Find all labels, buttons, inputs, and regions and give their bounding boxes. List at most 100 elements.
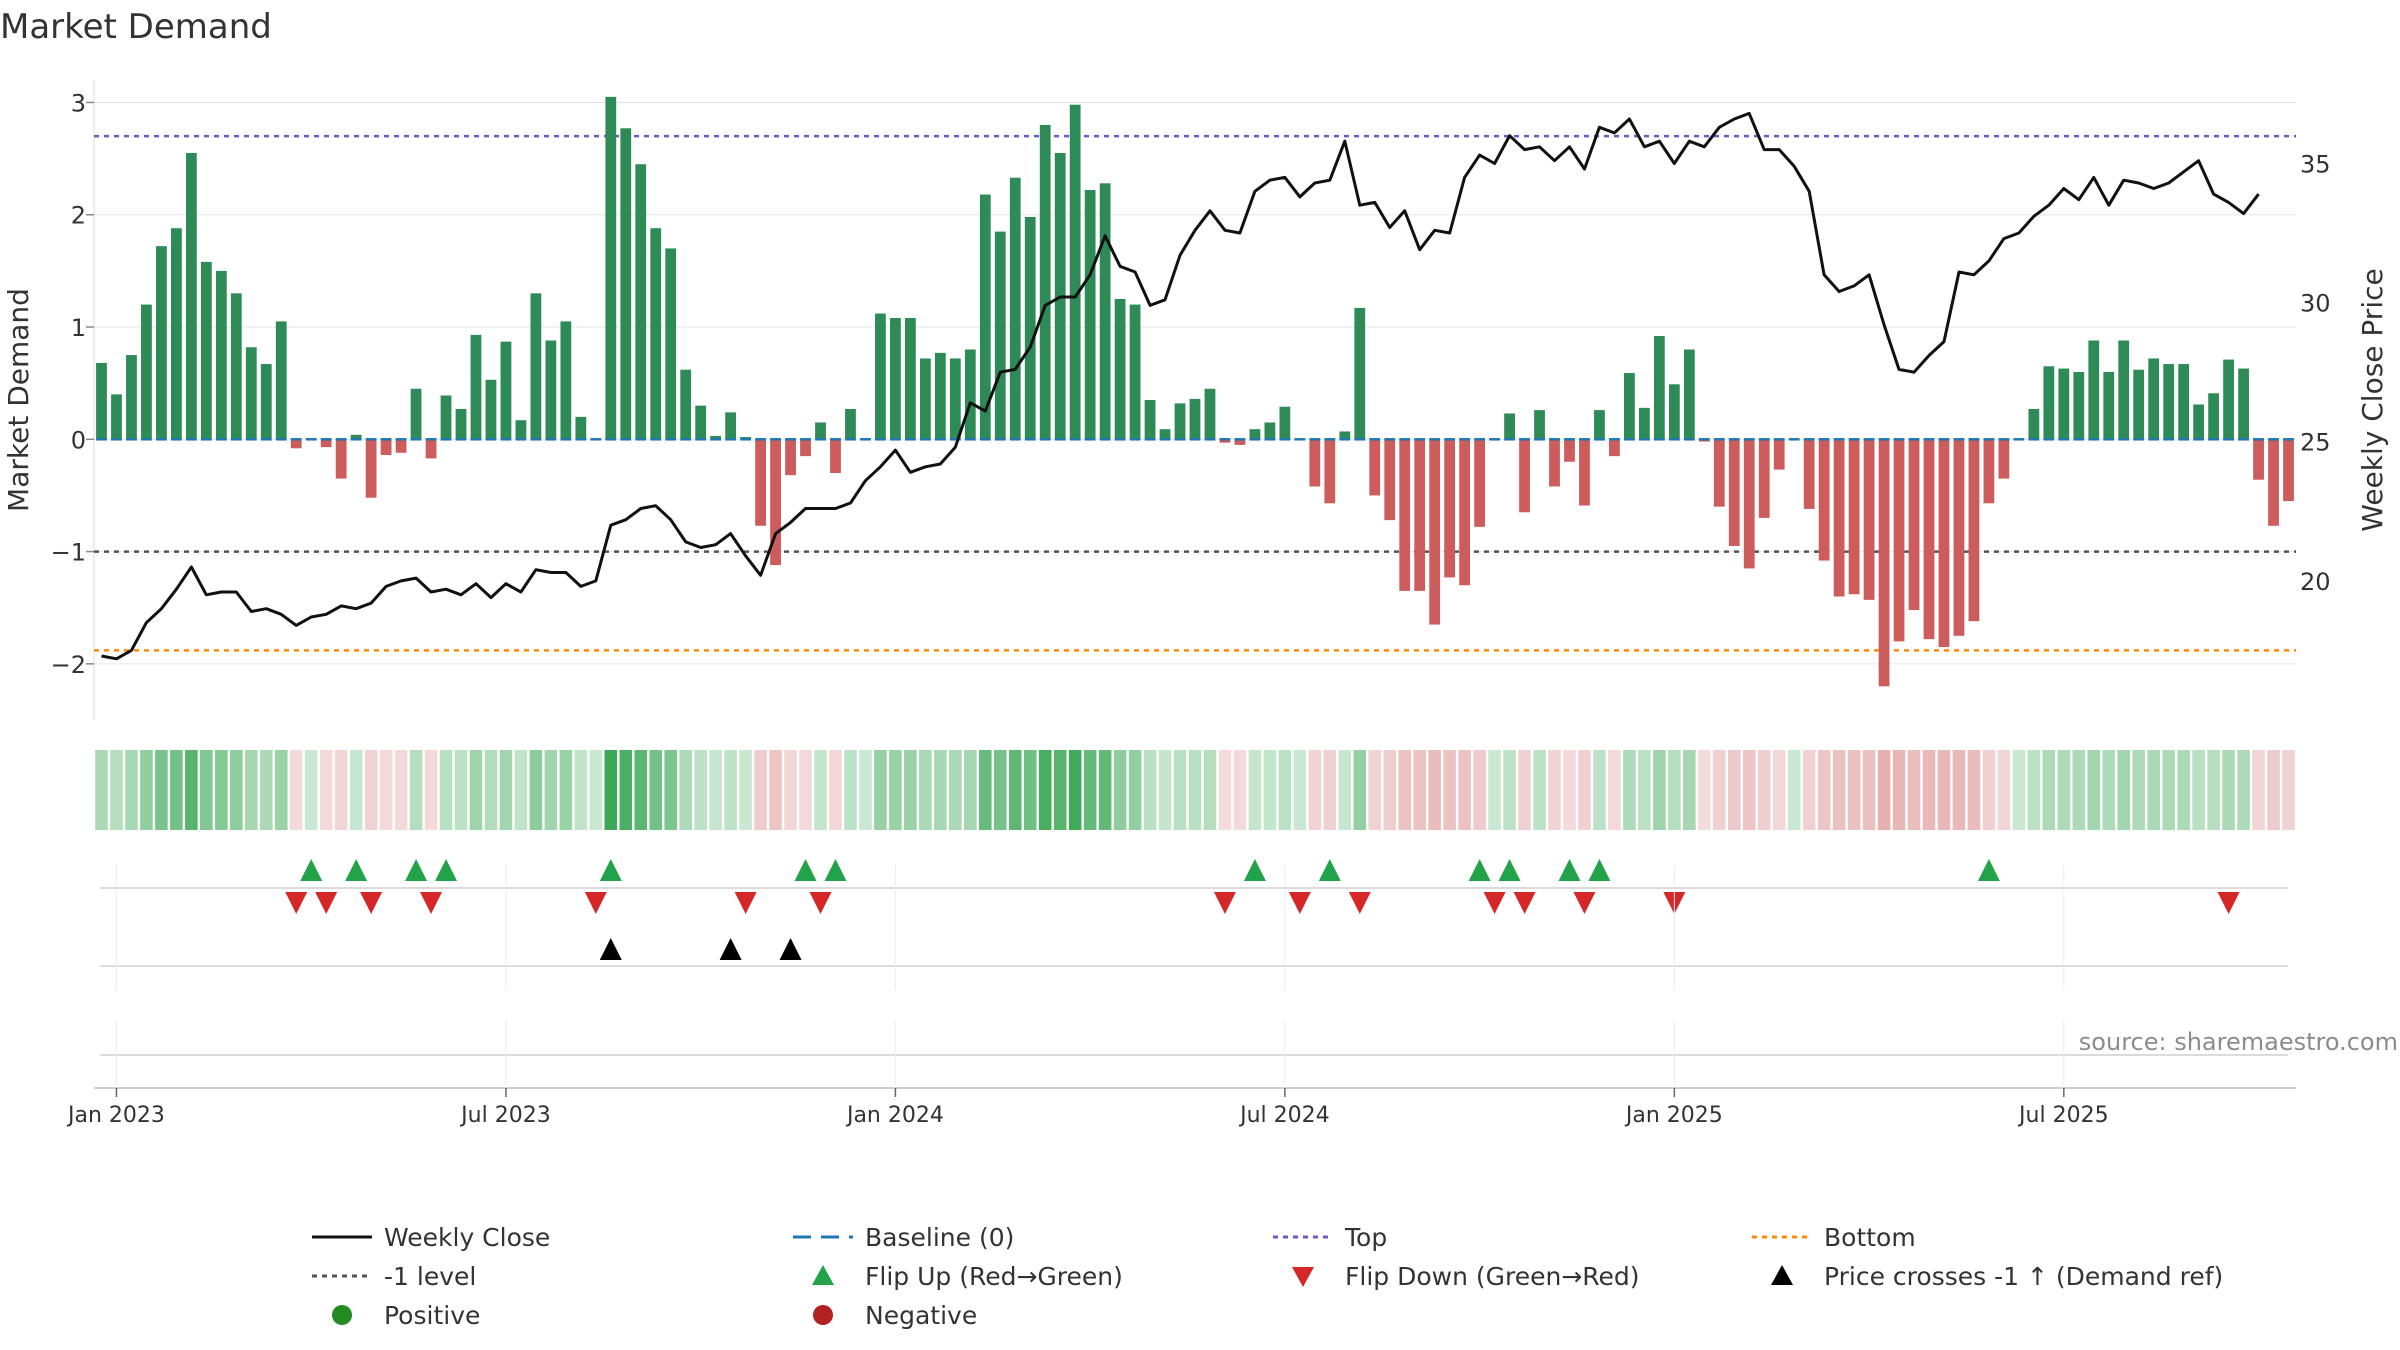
heat-cell [1428,750,1441,830]
heat-cell [2267,750,2280,830]
flip-up-marker [435,859,458,881]
legend-item: -1 level [312,1262,476,1291]
demand-bar [2028,408,2040,440]
heat-cell [724,750,737,830]
demand-bar [1084,190,1096,440]
heat-cell [574,750,588,830]
demand-bar [111,394,122,440]
demand-bar [1174,403,1186,440]
demand-bar [275,321,287,440]
demand-bar [1219,439,1231,443]
heat-cell [1083,750,1097,830]
heat-cell [589,750,603,830]
demand-bar [890,318,901,440]
demand-bar [1878,439,1890,687]
demand-bar [785,439,796,476]
demand-bar [2253,439,2264,480]
legend-circle-icon [332,1305,352,1325]
demand-bar [170,228,182,440]
flip-down-marker [1483,892,1506,914]
demand-bar [1429,439,1441,625]
demand-bar [755,439,766,526]
heat-cell [2192,750,2205,830]
heat-cell [185,750,198,830]
heat-cell [2057,750,2071,830]
left-tick-label: −1 [51,539,86,567]
right-tick-labels: 35 30 25 20 [2300,150,2331,595]
chart-title: Market Demand [0,7,272,47]
demand-bar [979,194,991,440]
demand-bar [2043,366,2055,440]
heat-cell [2147,750,2160,830]
demand-bar [994,231,1006,440]
demand-bar [1249,429,1261,440]
heat-cell [230,750,243,830]
flip-down-marker [1213,892,1236,914]
heat-cell [439,750,453,830]
demand-bar [1474,439,1486,527]
demand-bar [1953,439,1965,636]
demand-bar [2133,369,2145,440]
demand-bar [1743,439,1755,569]
flip-down-marker [315,892,338,914]
heat-cell [1952,750,1966,830]
heat-cell [544,750,558,830]
demand-bar [185,152,197,440]
flip-up-markers [300,859,2000,881]
heat-cell [1787,750,1801,830]
demand-bar [2163,364,2175,440]
legend-item: Positive [332,1301,480,1330]
flip-up-marker [1468,859,1491,881]
demand-bar [1938,439,1950,648]
demand-bar [230,293,242,440]
heat-cell [2237,750,2250,830]
right-tick-label: 20 [2300,568,2331,596]
heat-cell [1233,750,1247,830]
heat-cell [110,750,123,830]
y-axis-right-label: Weekly Close Price [2356,268,2389,531]
heat-cell [664,750,678,830]
demand-bars [96,96,2294,687]
heat-cell [409,750,423,830]
flip-down-marker [360,892,383,914]
heat-cell [2072,750,2086,830]
demand-bar [635,164,647,440]
x-tick-label: Jul 2025 [2017,1103,2109,1128]
price-cross-marker [599,938,622,960]
heat-cell [1248,750,1262,830]
heat-cell [859,750,872,830]
demand-bar [380,439,392,456]
heat-cell [1278,750,1292,830]
heat-cell [499,750,513,830]
demand-bar [665,248,677,440]
heat-cell [1907,750,1921,830]
flip-down-marker [2217,892,2240,914]
demand-bar [2178,364,2190,440]
demand-bar [1818,439,1830,561]
heat-cell [2042,750,2056,830]
heat-cell [155,750,168,830]
demand-bar [1833,439,1845,597]
demand-bar [1983,439,1995,504]
heat-cell [1757,750,1771,830]
heat-cell [2252,750,2265,830]
legend-item: Negative [813,1301,977,1330]
heat-cell [1098,750,1112,830]
demand-bar [1189,398,1201,440]
y-axis-left-label: Market Demand [2,288,35,512]
demand-bar [2238,368,2249,440]
legend-item: Flip Up (Red→Green) [812,1262,1123,1291]
heat-cell [1817,750,1831,830]
demand-bar [934,352,946,440]
legend-circle-icon [813,1305,833,1325]
price-cross-marker [719,938,742,960]
demand-bar [2283,439,2294,502]
demand-bar [1024,216,1036,440]
flip-down-marker [1513,892,1536,914]
heat-cell [904,750,917,830]
legend-label: Positive [384,1301,480,1330]
demand-bar [530,293,542,440]
heat-cell [319,750,333,830]
legend-label: Top [1344,1223,1387,1252]
heat-cell [709,750,722,830]
